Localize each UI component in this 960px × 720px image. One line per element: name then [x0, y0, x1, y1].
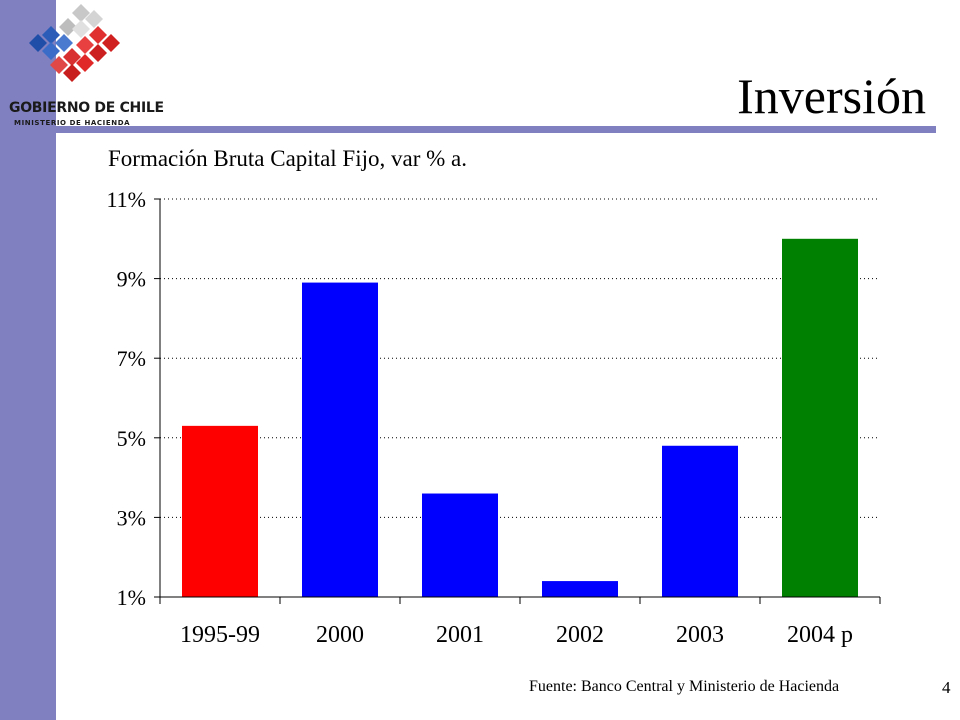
logo-text-gobierno: GOBIERNO DE CHILE	[9, 100, 164, 116]
logo-text-ministerio: MINISTERIO DE HACIENDA	[14, 119, 131, 127]
y-tick-label: 11%	[106, 187, 146, 212]
x-tick-label: 2004 p	[787, 622, 853, 648]
y-tick-label: 5%	[117, 426, 146, 451]
y-tick-label: 3%	[117, 505, 146, 530]
page-number: 4	[942, 678, 951, 697]
title-divider-line	[34, 126, 936, 133]
x-tick-label: 2003	[676, 622, 724, 648]
gobierno-logo-icon	[29, 4, 120, 82]
slide-title: Inversión	[737, 68, 926, 124]
y-tick-label: 1%	[117, 585, 146, 610]
chart-title: Formación Bruta Capital Fijo, var % a.	[108, 146, 467, 171]
bar-2002	[542, 581, 618, 597]
x-tick-label: 2002	[556, 622, 604, 648]
y-tick-label: 9%	[117, 267, 146, 292]
bar-2000	[302, 282, 378, 597]
x-tick-label: 2000	[316, 622, 364, 648]
x-tick-label: 1995-99	[180, 622, 260, 648]
bar-1995-99	[182, 425, 258, 597]
y-tick-label: 7%	[117, 346, 146, 371]
source-note: Fuente: Banco Central y Ministerio de Ha…	[529, 678, 840, 695]
left-sidebar-band	[0, 0, 56, 720]
x-tick-label: 2001	[436, 622, 484, 648]
bar-2001	[422, 493, 498, 597]
bar-2004 p	[782, 238, 858, 598]
bar-2003	[662, 445, 738, 597]
